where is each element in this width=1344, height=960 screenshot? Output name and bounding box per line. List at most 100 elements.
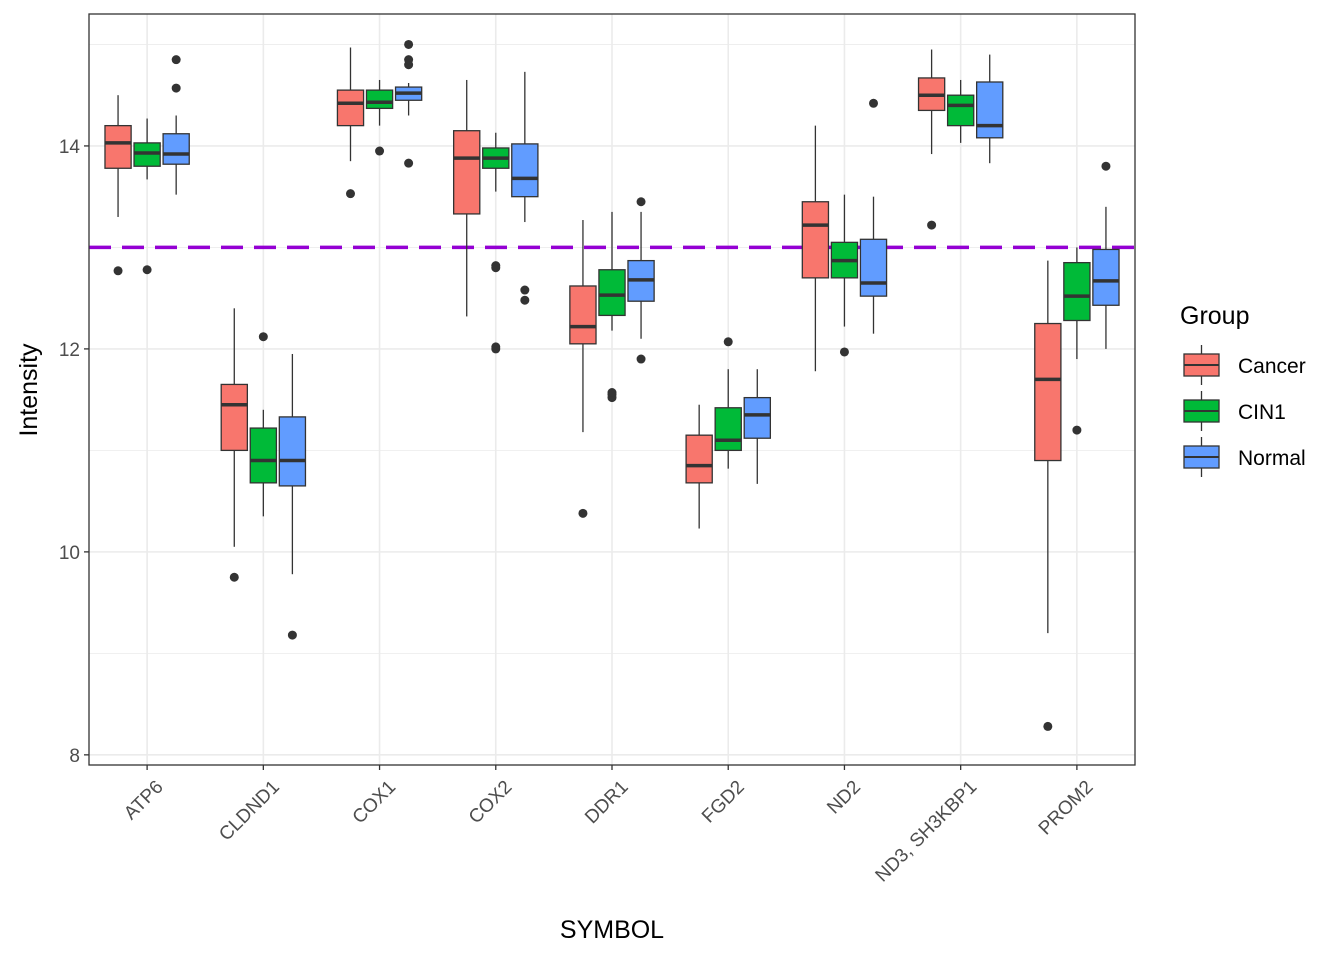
x-tick-label: PROM2 <box>1035 777 1098 840</box>
box-normal-5 <box>743 369 772 484</box>
outlier-point <box>1043 721 1053 731</box>
box-iqr <box>1063 261 1091 322</box>
box-normal-4 <box>627 197 655 364</box>
box-cancer-5 <box>685 404 713 529</box>
y-tick-label: 14 <box>59 137 81 158</box>
y-tick-label: 10 <box>59 543 80 564</box>
box-iqr <box>249 427 278 484</box>
box-cin1-7 <box>946 79 975 143</box>
outlier-point <box>113 266 123 276</box>
outlier-point <box>839 347 849 357</box>
box-cancer-4 <box>569 220 597 518</box>
legend-item-cancer: Cancer <box>1183 345 1306 385</box>
outlier-point <box>375 146 385 156</box>
outlier-point <box>578 508 588 518</box>
outlier-point <box>171 55 181 65</box>
box-normal-2 <box>394 39 423 168</box>
box-iqr <box>743 396 772 439</box>
box-iqr <box>598 269 626 317</box>
outlier-point <box>869 98 878 108</box>
box-normal-6 <box>859 98 888 334</box>
outlier-point <box>636 354 646 364</box>
outlier-point <box>607 388 617 398</box>
legend-label: Normal <box>1238 447 1306 470</box>
x-tick-label: ATP6 <box>120 777 167 824</box>
outlier-point <box>723 337 733 347</box>
box-normal-7 <box>975 54 1004 164</box>
box-normal-8 <box>1092 161 1120 349</box>
box-iqr <box>975 81 1004 139</box>
box-normal-0 <box>162 55 190 195</box>
outlier-point <box>142 265 152 275</box>
box-iqr <box>336 89 365 127</box>
outlier-point <box>258 332 268 342</box>
box-iqr <box>569 285 597 345</box>
y-tick-label: 8 <box>69 746 80 767</box>
legend-label: Cancer <box>1238 355 1306 378</box>
outlier-point <box>287 630 297 640</box>
box-cancer-8 <box>1034 260 1062 731</box>
box-iqr <box>801 201 830 279</box>
outlier-point <box>520 295 530 305</box>
box-iqr <box>452 130 481 215</box>
box-iqr <box>278 416 307 487</box>
box-cin1-2 <box>365 79 394 156</box>
outlier-point <box>1072 425 1082 435</box>
outlier-point <box>404 39 414 49</box>
x-tick-label: ND2 <box>823 777 865 819</box>
outlier-point <box>171 83 181 93</box>
x-axis-title: SYMBOL <box>560 916 664 944</box>
box-cin1-1 <box>249 332 278 517</box>
x-tick-label: DDR1 <box>581 777 632 828</box>
legend-item-cin1: CIN1 <box>1183 391 1286 431</box>
outlier-point <box>491 261 501 271</box>
box-cin1-0 <box>133 118 161 275</box>
box-normal-1 <box>278 353 307 640</box>
box-iqr <box>685 434 713 484</box>
box-cin1-8 <box>1063 247 1091 435</box>
box-cancer-2 <box>336 47 365 199</box>
box-cin1-6 <box>830 194 859 357</box>
x-tick-label: FGD2 <box>698 777 749 828</box>
outlier-point <box>229 572 239 582</box>
x-tick-label: COX2 <box>465 777 516 828</box>
x-axis: ATP6 CLDND1 COX1 COX2 DDR1 FGD2 ND2 ND3, SH3KBP… <box>120 765 1097 886</box>
legend: Group Cancer CIN1 Normal <box>1180 302 1306 477</box>
outlier-point <box>1101 161 1111 171</box>
y-axis: 8 10 12 14 <box>59 137 89 767</box>
box-cancer-7 <box>917 49 946 230</box>
outlier-point <box>491 342 501 352</box>
box-cancer-6 <box>801 125 830 372</box>
x-tick-label: COX1 <box>349 777 400 828</box>
x-tick-label: CLDND1 <box>215 777 284 846</box>
y-tick-label: 12 <box>59 340 80 361</box>
box-iqr <box>162 133 190 165</box>
box-cin1-4 <box>598 211 626 403</box>
box-iqr <box>511 143 539 198</box>
outlier-point <box>346 189 355 199</box>
y-axis-title: Intensity <box>15 343 43 437</box>
box-normal-3 <box>511 71 539 305</box>
box-iqr <box>946 94 975 127</box>
x-tick-label: ND3, SH3KBP1 <box>872 777 982 887</box>
box-iqr <box>859 238 888 297</box>
box-iqr <box>714 407 742 452</box>
outlier-point <box>636 197 646 207</box>
box-cancer-1 <box>220 308 249 582</box>
box-cin1-5 <box>714 337 742 469</box>
box-cin1-3 <box>482 132 510 354</box>
outlier-point <box>404 55 414 65</box>
legend-title: Group <box>1180 302 1249 330</box>
outlier-point <box>520 285 530 295</box>
box-iqr <box>220 383 249 452</box>
box-cancer-0 <box>104 95 132 276</box>
box-iqr <box>1034 322 1062 462</box>
box-iqr <box>365 89 394 110</box>
legend-label: CIN1 <box>1238 401 1286 424</box>
legend-item-normal: Normal <box>1183 437 1306 477</box>
box-iqr <box>1092 248 1120 306</box>
box-layer <box>104 39 1120 731</box>
outlier-point <box>927 220 937 230</box>
box-cancer-3 <box>452 79 481 317</box>
